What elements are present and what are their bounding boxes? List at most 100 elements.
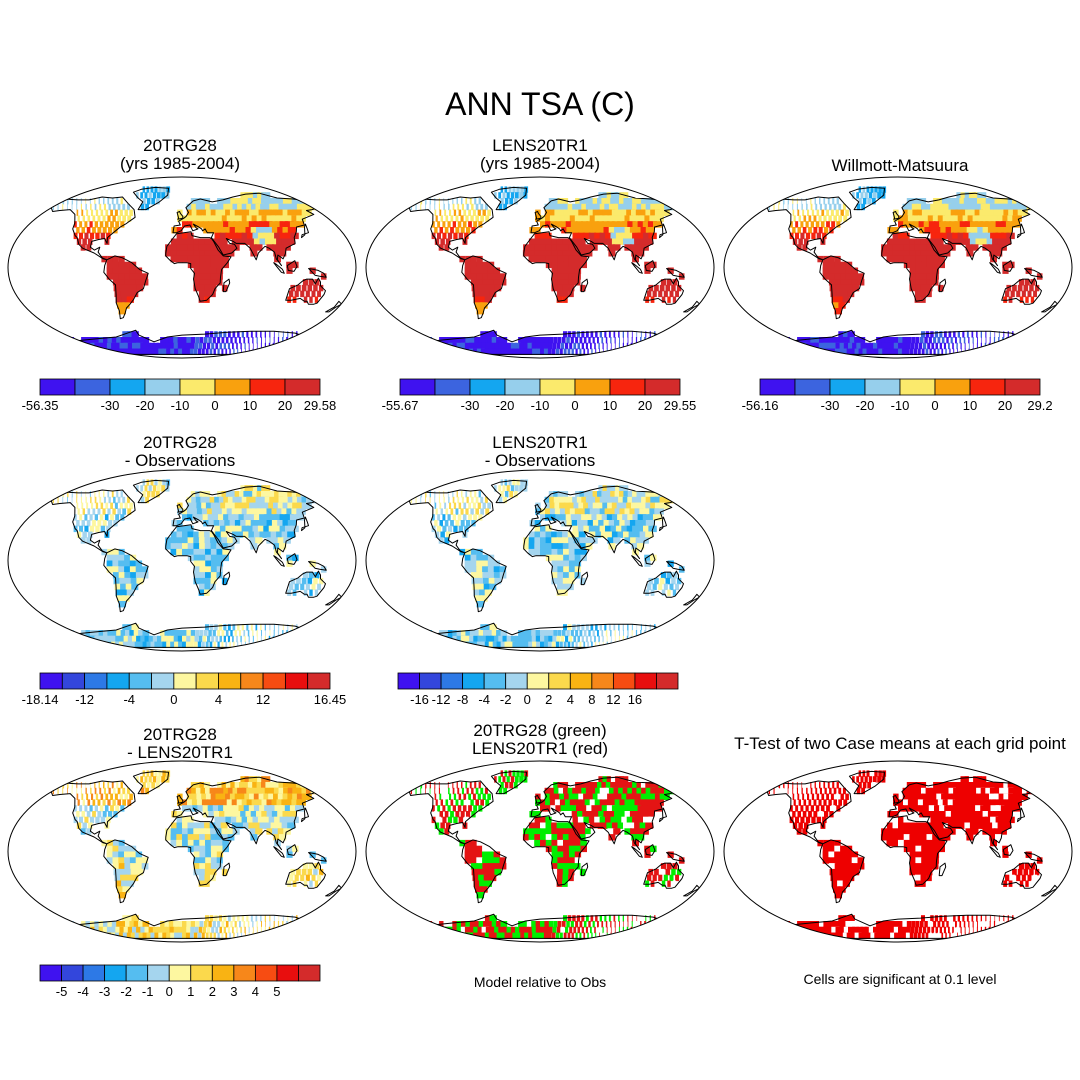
map-cell <box>557 337 562 344</box>
map-cell <box>129 921 137 928</box>
map-cell <box>837 296 845 303</box>
map-cell <box>638 342 641 350</box>
map-cell <box>1012 215 1022 222</box>
map-cell <box>136 926 144 934</box>
map-cell <box>471 203 474 211</box>
map-cell <box>574 572 581 579</box>
map-cell <box>193 267 200 274</box>
map-cell <box>635 209 645 216</box>
map-cell <box>293 932 297 939</box>
map-cell <box>647 583 652 591</box>
map-cell <box>522 250 530 257</box>
map-cell <box>905 348 910 355</box>
map-cell <box>146 932 153 939</box>
map-cell <box>540 921 545 928</box>
map-cell <box>604 799 613 806</box>
map-cell <box>450 799 454 806</box>
map-cell <box>103 787 106 795</box>
map-cell <box>118 851 125 858</box>
map-cell <box>100 793 104 800</box>
map-cell <box>638 635 641 643</box>
map-cell <box>216 215 224 222</box>
map-cell <box>229 520 237 527</box>
map-cell <box>412 921 424 928</box>
map-cell <box>263 502 273 509</box>
map-cell <box>252 198 261 205</box>
map-cell <box>79 641 90 648</box>
map-cell <box>990 348 994 355</box>
map-cell <box>216 572 223 579</box>
map-cell <box>912 793 919 800</box>
map-cell <box>627 331 629 338</box>
map-cell <box>94 782 96 789</box>
map-cell <box>506 926 513 934</box>
map-cell <box>588 816 596 824</box>
map-cell <box>583 921 587 928</box>
map-cell <box>161 485 166 492</box>
map-cell <box>836 782 839 789</box>
map-cell <box>187 514 194 521</box>
map-cell <box>553 782 559 789</box>
map-cell <box>216 566 223 573</box>
map-cell <box>649 331 651 338</box>
map-cell <box>984 209 993 216</box>
map-cell <box>193 348 198 355</box>
map-cell <box>635 537 644 544</box>
map-cell <box>241 641 242 648</box>
map-cell <box>120 491 123 498</box>
map-cell <box>59 630 71 637</box>
map-cell <box>929 811 937 818</box>
map-cell <box>506 485 510 492</box>
map-cell <box>141 273 149 280</box>
map-cell <box>805 198 807 205</box>
map-cell <box>578 793 586 800</box>
map-cell <box>563 915 567 922</box>
map-cell <box>926 834 934 841</box>
map-cell <box>166 932 172 939</box>
map-cell <box>660 337 664 344</box>
map-cell <box>645 227 655 234</box>
map-cell <box>796 198 798 205</box>
map-cell <box>192 805 199 812</box>
map-cell <box>862 782 867 789</box>
map-cell <box>945 811 953 818</box>
map-cell <box>136 635 144 643</box>
map-cell <box>202 221 210 228</box>
map-cell <box>599 624 602 631</box>
map-cell <box>129 209 133 216</box>
map-cell <box>545 215 551 222</box>
map-cell <box>583 491 592 498</box>
coastline-madagascar <box>580 571 589 586</box>
map-cell <box>429 491 431 498</box>
map-cell <box>271 215 281 222</box>
map-cell <box>568 209 576 216</box>
map-cell <box>277 793 287 800</box>
map-cell <box>302 337 306 344</box>
map-cell <box>288 926 291 934</box>
map-cell <box>81 502 84 509</box>
coastline-japan <box>301 807 309 823</box>
map-cell <box>129 554 137 562</box>
map-cell <box>909 834 916 841</box>
map-cell <box>892 828 899 835</box>
map-cell <box>212 514 220 521</box>
map-cell <box>588 525 596 533</box>
map-cell <box>273 250 281 257</box>
map-cell <box>193 273 200 280</box>
map-cell <box>182 805 188 812</box>
map-cell <box>434 531 440 538</box>
map-cell <box>626 793 635 800</box>
coastline-borneo <box>1002 260 1014 272</box>
map-cell <box>907 203 913 211</box>
map-cell <box>112 267 119 274</box>
map-cell <box>492 641 500 648</box>
map-cell <box>836 290 844 298</box>
map-cell <box>76 238 82 245</box>
map-cell <box>216 857 223 864</box>
map-cell <box>263 525 272 533</box>
map-cell <box>971 203 980 211</box>
map-cell <box>577 635 580 643</box>
map-cell <box>126 915 135 922</box>
map-cell <box>213 227 221 234</box>
map-cell <box>822 232 827 240</box>
